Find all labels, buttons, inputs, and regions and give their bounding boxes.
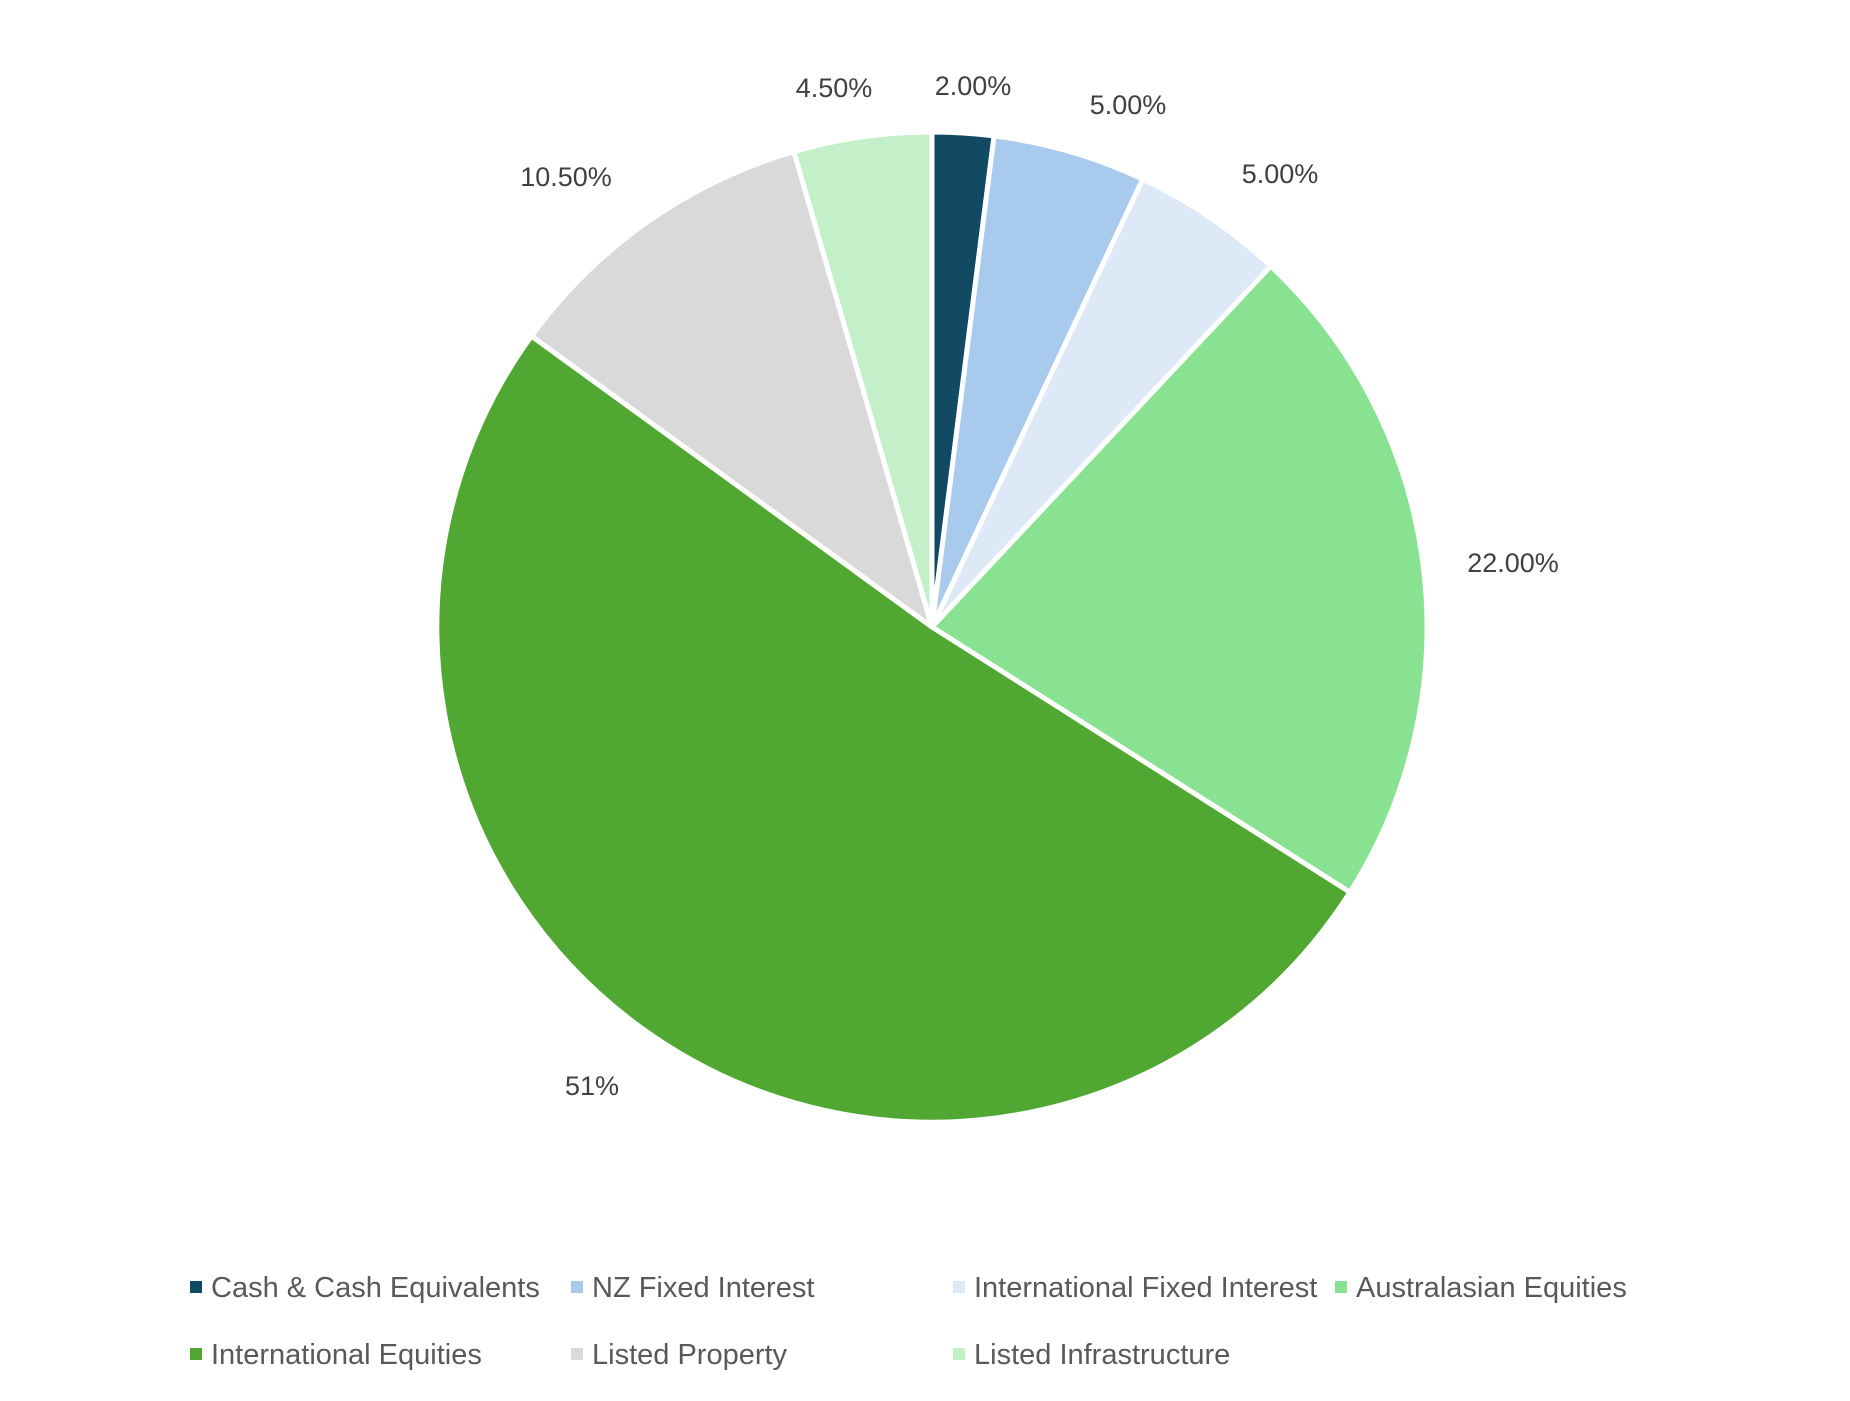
data-label-nz-fixed-interest: 5.00% — [1090, 90, 1167, 120]
pie-slice-international-fixed-interest — [929, 176, 1274, 630]
data-label-australasian-equities: 22.00% — [1467, 548, 1559, 578]
legend-label-nz-fixed-interest: NZ Fixed Interest — [592, 1272, 814, 1304]
data-label-international-fixed-interest: 5.00% — [1242, 159, 1319, 189]
legend-swatch-nz-fixed-interest — [571, 1281, 583, 1293]
legend-swatch-australasian-equities — [1335, 1281, 1347, 1293]
legend-item-cash-and-cash-equivalents: Cash & Cash Equivalents — [190, 1272, 540, 1304]
data-labels: 2.00% 5.00% 5.00% 22.00% 51% 10.50% 4.50% — [520, 71, 1559, 1101]
legend-label-listed-property: Listed Property — [592, 1339, 788, 1371]
pie-slice-australasian-equities — [929, 263, 1430, 895]
legend-label-australasian-equities: Australasian Equities — [1356, 1272, 1627, 1304]
legend-swatch-listed-property — [571, 1348, 583, 1360]
data-label-cash-and-cash-equivalents: 2.00% — [935, 71, 1012, 101]
pie-slice-international-equities — [434, 333, 1353, 1125]
legend-swatch-cash-and-cash-equivalents — [190, 1281, 202, 1293]
pie-slice-listed-infrastructure — [791, 129, 935, 630]
legend-label-listed-infrastructure: Listed Infrastructure — [974, 1339, 1230, 1371]
legend-label-international-fixed-interest: International Fixed Interest — [974, 1272, 1317, 1304]
legend-item-international-fixed-interest: International Fixed Interest — [953, 1272, 1317, 1304]
legend-item-australasian-equities: Australasian Equities — [1335, 1272, 1627, 1304]
data-label-international-equities: 51% — [565, 1071, 619, 1101]
legend: Cash & Cash Equivalents NZ Fixed Interest… — [190, 1272, 1627, 1371]
data-label-listed-infrastructure: 4.50% — [796, 73, 873, 103]
legend-swatch-international-equities — [190, 1348, 202, 1360]
legend-item-nz-fixed-interest: NZ Fixed Interest — [571, 1272, 814, 1304]
legend-label-international-equities: International Equities — [211, 1339, 482, 1371]
pie-slice-listed-property — [529, 149, 935, 630]
legend-item-listed-infrastructure: Listed Infrastructure — [953, 1339, 1230, 1371]
data-label-listed-property: 10.50% — [520, 162, 612, 192]
legend-swatch-listed-infrastructure — [953, 1348, 965, 1360]
legend-item-international-equities: International Equities — [190, 1339, 482, 1371]
pie-slice-nz-fixed-interest — [929, 133, 1146, 630]
pie-slices — [434, 129, 1430, 1125]
legend-item-listed-property: Listed Property — [571, 1339, 788, 1371]
legend-swatch-international-fixed-interest — [953, 1281, 965, 1293]
legend-label-cash-and-cash-equivalents: Cash & Cash Equivalents — [211, 1272, 540, 1304]
